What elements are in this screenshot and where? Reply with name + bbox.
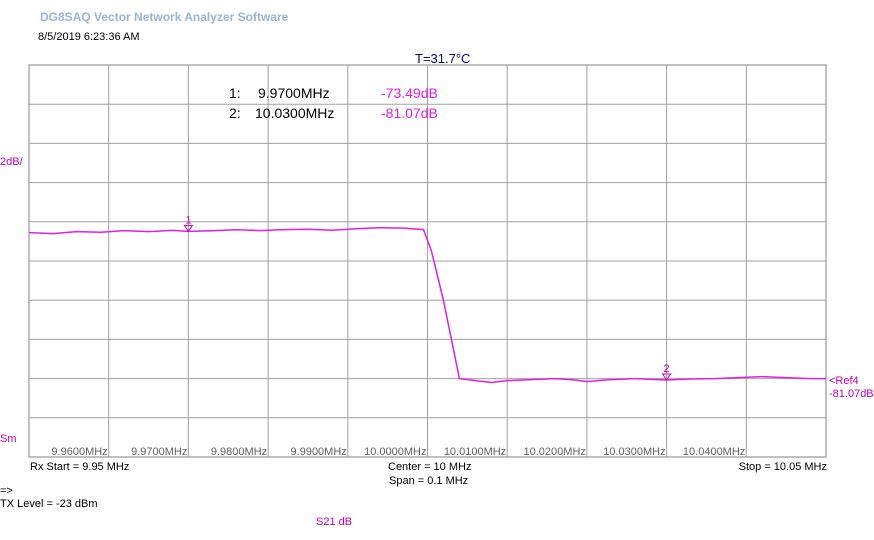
marker-1-arrow: 1 xyxy=(183,214,194,233)
tx-level-label: TX Level = -23 dBm xyxy=(0,498,98,510)
marker-readout-2: 2: 10.0300MHz -81.07dB xyxy=(229,105,438,121)
x-tick-label: 10.0300MHz xyxy=(603,446,665,458)
grid-lines xyxy=(29,65,826,457)
command-prompt: => xyxy=(0,485,13,497)
x-tick-label: 9.9800MHz xyxy=(211,446,267,458)
x-tick-label: 10.0400MHz xyxy=(683,446,745,458)
marker-1-freq: 9.9700MHz xyxy=(258,85,330,101)
x-tick-label: 10.0100MHz xyxy=(444,446,506,458)
rx-start-label: Rx Start = 9.95 MHz xyxy=(30,461,130,473)
marker-number: 2 xyxy=(664,363,670,375)
marker-arrows: 12 xyxy=(183,214,672,381)
x-tick-label: 9.9900MHz xyxy=(291,446,347,458)
x-tick-label: 10.0000MHz xyxy=(364,446,426,458)
marker-2-id: 2: xyxy=(229,105,241,121)
scale-label: 2dB/ xyxy=(0,156,23,168)
trace-name-label: S21 dB xyxy=(316,516,353,528)
app-title: DG8SAQ Vector Network Analyzer Software xyxy=(40,10,289,24)
s21-trace xyxy=(28,226,826,384)
x-tick-labels: 9.9600MHz 9.9700MHz 9.9800MHz 9.9900MHz 10.0… xyxy=(51,446,745,458)
x-tick-label: 9.9600MHz xyxy=(51,446,107,458)
marker-2-value: -81.07dB xyxy=(381,105,438,121)
timestamp: 8/5/2019 6:23:36 AM xyxy=(38,31,140,43)
x-tick-label: 9.9700MHz xyxy=(131,446,187,458)
marker-arrow-icon xyxy=(661,373,672,381)
marker-2-arrow: 2 xyxy=(661,363,672,381)
marker-2-freq: 10.0300MHz xyxy=(255,105,334,121)
ref-value: -81.07dB xyxy=(829,388,874,400)
marker-arrow-icon xyxy=(183,224,194,233)
smoothing-label: Sm xyxy=(0,433,17,445)
marker-number: 1 xyxy=(185,214,191,226)
temperature-readout: T=31.7°C xyxy=(415,51,471,66)
marker-readout-1: 1: 9.9700MHz -73.49dB xyxy=(229,85,438,101)
span-label: Span = 0.1 MHz xyxy=(389,475,469,487)
stop-label: Stop = 10.05 MHz xyxy=(738,461,827,473)
ref-label: <Ref4 xyxy=(829,375,859,387)
center-label: Center = 10 MHz xyxy=(388,461,472,473)
marker-1-value: -73.49dB xyxy=(381,85,438,101)
marker-1-id: 1: xyxy=(229,85,241,101)
x-tick-label: 10.0200MHz xyxy=(524,446,586,458)
